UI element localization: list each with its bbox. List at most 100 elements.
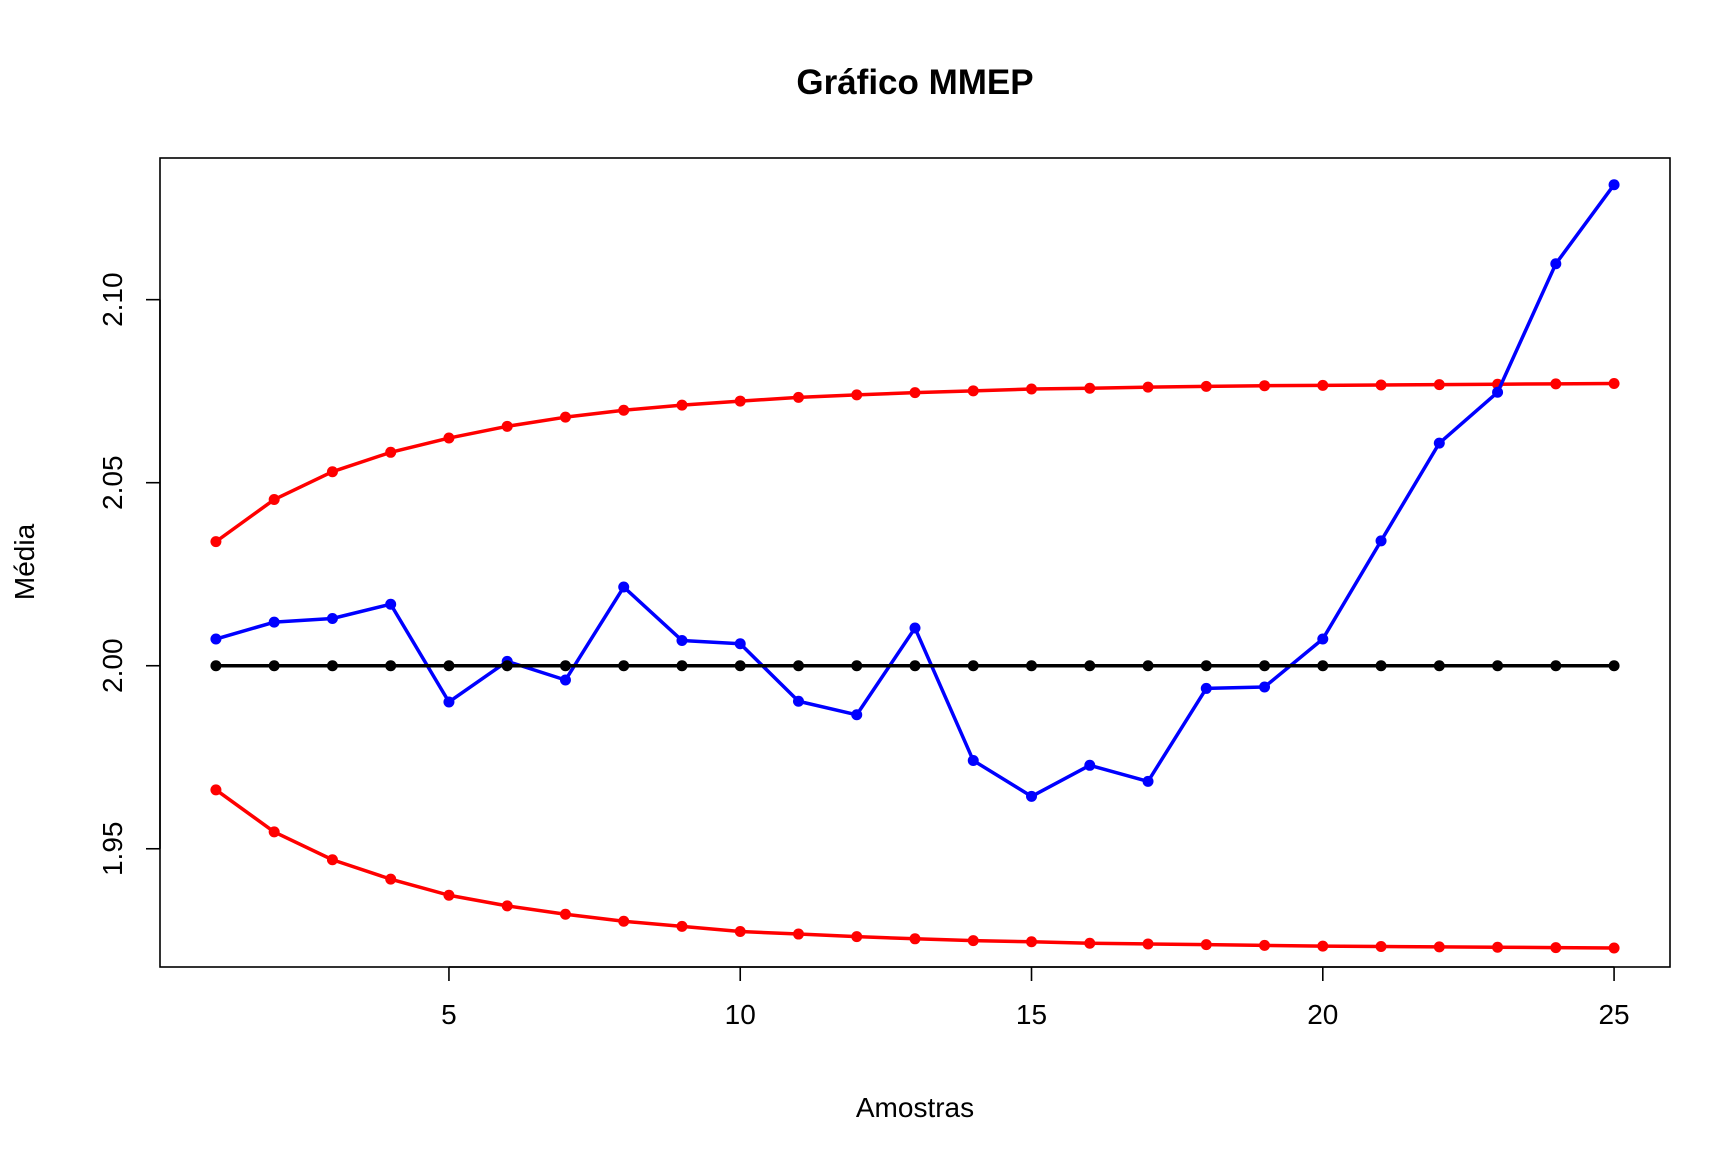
series-2-point-8 <box>618 581 630 593</box>
x-tick-label-10: 10 <box>725 999 756 1030</box>
series-3-point-2 <box>268 660 280 672</box>
series-4-point-20 <box>1317 940 1329 952</box>
series-1-point-5 <box>443 432 455 444</box>
series-1-point-19 <box>1259 380 1271 392</box>
series-3-point-9 <box>676 660 688 672</box>
series-3-point-11 <box>792 660 804 672</box>
series-2-point-10 <box>734 638 746 650</box>
series-2-point-20 <box>1317 633 1329 645</box>
y-tick-label-2.05: 2.05 <box>97 455 128 510</box>
series-4-point-8 <box>618 915 630 927</box>
series-1-point-2 <box>268 494 280 506</box>
series-3-point-4 <box>385 660 397 672</box>
series-3-point-17 <box>1142 660 1154 672</box>
series-3-point-13 <box>909 660 921 672</box>
series-1-point-17 <box>1142 381 1154 393</box>
y-tick-label-2.00: 2.00 <box>97 638 128 693</box>
series-3-point-23 <box>1492 660 1504 672</box>
x-tick-label-25: 25 <box>1598 999 1629 1030</box>
series-2-point-13 <box>909 622 921 634</box>
series-3-point-14 <box>967 660 979 672</box>
series-2-point-19 <box>1259 681 1271 693</box>
series-2-point-24 <box>1550 258 1562 270</box>
y-tick-label-1.95: 1.95 <box>97 822 128 877</box>
series-4-point-12 <box>851 931 863 943</box>
x-axis-label: Amostras <box>856 1092 974 1123</box>
series-1-point-12 <box>851 389 863 401</box>
y-tick-label-2.10: 2.10 <box>97 272 128 327</box>
series-4-point-2 <box>268 826 280 838</box>
plot-frame <box>159 157 1671 968</box>
series-4-point-4 <box>385 873 397 885</box>
series-4-point-16 <box>1084 937 1096 949</box>
series-4-point-13 <box>909 933 921 945</box>
series-2-point-11 <box>792 695 804 707</box>
series-1-point-9 <box>676 399 688 411</box>
series-1-point-14 <box>967 385 979 397</box>
series-line-2 <box>215 183 1616 799</box>
series-2-point-5 <box>443 696 455 708</box>
series-3-point-25 <box>1608 660 1620 672</box>
series-1-point-16 <box>1084 382 1096 394</box>
chart-title: Gráfico MMEP <box>796 63 1033 102</box>
series-3-point-3 <box>326 660 338 672</box>
series-4-point-3 <box>326 854 338 866</box>
series-4-point-18 <box>1200 939 1212 951</box>
series-2-point-9 <box>676 634 688 646</box>
plot-area: 5 10 15 20 25 1.95 2.00 2.05 2.10 <box>97 157 1671 1030</box>
series-1-point-3 <box>326 466 338 478</box>
series-4-point-7 <box>559 908 571 920</box>
series-3-point-18 <box>1200 660 1212 672</box>
series-2-point-4 <box>385 598 397 610</box>
series-3-point-10 <box>734 660 746 672</box>
series-4-point-9 <box>676 920 688 932</box>
series-4-point-24 <box>1550 942 1562 954</box>
series-1-point-11 <box>792 391 804 403</box>
series-4-point-1 <box>210 784 222 796</box>
series-line-4 <box>214 788 1615 950</box>
series-3-point-16 <box>1084 660 1096 672</box>
series-3-point-20 <box>1317 660 1329 672</box>
series-3-point-24 <box>1550 660 1562 672</box>
series-4-point-5 <box>443 889 455 901</box>
series-3-point-5 <box>443 660 455 672</box>
series-2-point-14 <box>967 755 979 767</box>
series-1-point-8 <box>618 404 630 416</box>
series-3-point-7 <box>559 660 571 672</box>
series-1-point-25 <box>1608 378 1620 389</box>
series-3-point-19 <box>1259 660 1271 672</box>
series-1-point-18 <box>1200 380 1212 392</box>
series-1-point-13 <box>909 387 921 399</box>
series-3-point-8 <box>618 660 630 672</box>
series-4-point-10 <box>734 925 746 937</box>
series-2-point-12 <box>851 709 863 721</box>
x-tick-label-15: 15 <box>1016 999 1047 1030</box>
series-4-point-22 <box>1433 941 1445 953</box>
series-1-point-21 <box>1375 379 1387 391</box>
series-3-point-6 <box>501 660 513 672</box>
series-1-point-22 <box>1433 379 1445 391</box>
series-1-point-20 <box>1317 379 1329 391</box>
series-3-point-15 <box>1026 660 1038 672</box>
series-4-point-23 <box>1492 941 1504 953</box>
series-1-point-4 <box>385 446 397 458</box>
series-4-point-21 <box>1375 941 1387 952</box>
x-tick-label-5: 5 <box>441 999 457 1030</box>
series-3-point-22 <box>1433 660 1445 672</box>
series-1-point-7 <box>559 411 571 423</box>
series-2-point-15 <box>1026 790 1038 802</box>
series-4-point-19 <box>1259 939 1271 951</box>
series-3-point-21 <box>1375 660 1387 672</box>
series-1-point-24 <box>1550 378 1562 390</box>
series-4-point-15 <box>1026 936 1038 948</box>
series-2-point-17 <box>1142 775 1154 787</box>
series-1-point-10 <box>734 395 746 407</box>
series-4-point-17 <box>1142 938 1154 950</box>
series-2-point-1 <box>210 633 222 645</box>
x-tick-label-20: 20 <box>1307 999 1338 1030</box>
series-2-point-22 <box>1433 437 1445 449</box>
series-2-point-16 <box>1084 759 1096 771</box>
series-2-point-7 <box>559 674 571 686</box>
